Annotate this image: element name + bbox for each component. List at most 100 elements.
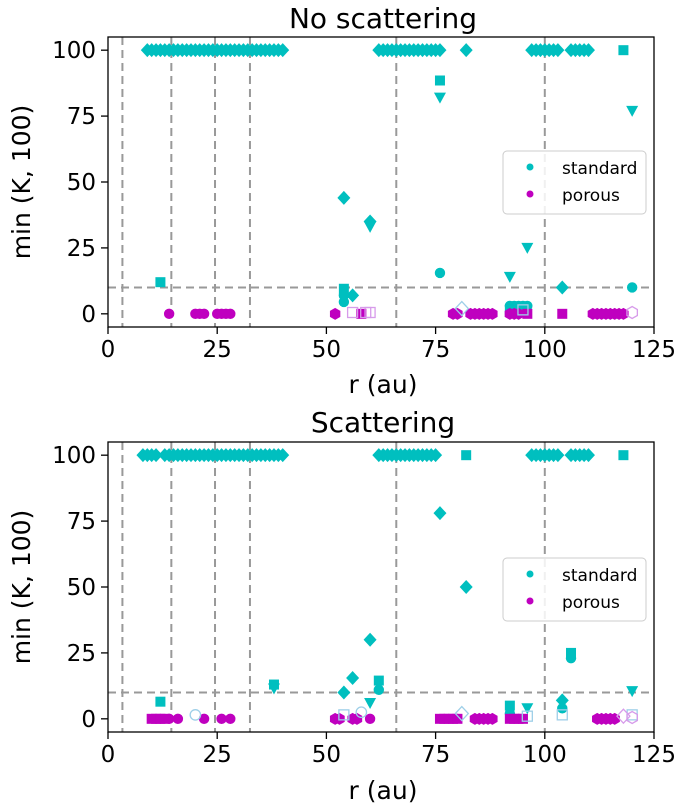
data-point-standard (626, 686, 639, 698)
data-point-open-open (454, 705, 470, 722)
data-point-porous (163, 308, 175, 320)
data-point-porous (198, 713, 210, 725)
data-point-porous (618, 307, 629, 320)
x-tick-label: 50 (312, 742, 341, 768)
data-point-standard (276, 448, 290, 463)
guide-lines (108, 37, 654, 327)
data-point-standard (504, 700, 515, 711)
x-tick-label: 25 (203, 742, 232, 768)
data-point-standard (433, 506, 447, 521)
data-point-standard (364, 698, 377, 709)
data-point-standard (565, 652, 577, 664)
data-point-standard (346, 288, 360, 303)
chart-title: No scattering (289, 2, 477, 35)
x-tick-label: 100 (523, 337, 567, 363)
data-point-standard (338, 283, 349, 294)
x-axis-label: r (au) (349, 370, 418, 399)
y-tick-label: 25 (67, 236, 96, 262)
panel-scattering: Scattering r (au) min (K, 100) 0 25 50 75 10… (7, 406, 676, 805)
data-point-porous (163, 713, 175, 725)
data-point-standard (337, 685, 351, 700)
data-point-standard (433, 92, 446, 104)
legend-box (502, 557, 647, 622)
data-point-standard (555, 280, 569, 295)
data-point-standard (626, 105, 639, 117)
legend-label-standard: standard (562, 566, 637, 586)
data-point-standard (433, 43, 447, 58)
y-axis-label: min (K, 100) (7, 510, 36, 665)
legend-marker-standard (526, 163, 534, 171)
legend-box (502, 150, 647, 215)
data-point-open-open (556, 709, 568, 721)
x-tick-label: 75 (421, 742, 450, 768)
data-point-open-open (517, 304, 529, 316)
x-tick-label: 0 (101, 742, 116, 768)
x-axis-label: r (au) (349, 776, 418, 805)
data-point-open-open (355, 706, 368, 719)
data-point-porous (487, 712, 498, 725)
data-point-standard (618, 450, 629, 461)
data-point-open-open (626, 710, 639, 725)
data-point-standard (149, 448, 163, 463)
y-tick-label: 0 (81, 302, 96, 328)
axis-ticks: 0 25 50 75 100 125 0 25 50 75 100 (52, 38, 676, 363)
data-point-standard (346, 670, 360, 685)
y-tick-label: 75 (67, 104, 96, 130)
data-point-standard (459, 43, 473, 58)
data-point-standard (581, 448, 595, 463)
data-point-standard (566, 647, 577, 658)
data-point-open-open (189, 709, 202, 721)
data-point-standard (364, 221, 377, 233)
data-point-standard (618, 45, 629, 56)
axis-ticks: 0 25 50 75 100 125 0 25 50 75 100 (52, 443, 676, 768)
data-points (136, 448, 639, 725)
data-point-standard (434, 75, 445, 86)
legend-label-porous: porous (562, 593, 620, 613)
panel-no-scattering: No scattering r (au) min (K, 100) 0 25 50 7… (7, 2, 676, 399)
legend: standard porous (502, 150, 647, 215)
data-point-standard (337, 190, 351, 205)
data-point-porous (329, 307, 341, 320)
data-point-standard (338, 296, 350, 308)
data-point-open-open (346, 306, 359, 319)
y-tick-label: 50 (67, 575, 96, 601)
data-point-porous (452, 713, 463, 724)
data-point-porous (487, 307, 498, 320)
data-point-standard (555, 693, 569, 708)
y-tick-label: 100 (52, 38, 96, 64)
data-point-standard (581, 43, 595, 58)
x-tick-label: 25 (203, 337, 232, 363)
data-point-standard (276, 43, 290, 58)
data-point-porous (198, 308, 210, 320)
data-point-porous (216, 713, 227, 725)
data-point-open-open (338, 709, 350, 721)
data-point-open-open (626, 305, 639, 320)
legend-label-porous: porous (562, 186, 620, 206)
x-tick-label: 0 (101, 337, 116, 363)
data-point-standard (373, 684, 385, 696)
y-tick-label: 100 (52, 443, 96, 469)
legend: standard porous (502, 557, 647, 622)
data-point-porous (452, 307, 463, 320)
x-tick-label: 75 (421, 337, 450, 363)
data-point-standard (429, 448, 443, 463)
data-point-standard (459, 580, 473, 594)
data-point-open-open (364, 306, 376, 319)
data-point-standard (155, 696, 166, 707)
x-tick-label: 50 (312, 337, 341, 363)
y-tick-label: 0 (81, 707, 96, 733)
data-point-porous (351, 712, 363, 725)
data-point-porous (225, 713, 236, 725)
data-point-standard (626, 282, 638, 293)
data-point-porous (172, 713, 184, 725)
data-point-standard (521, 703, 534, 715)
y-tick-label: 50 (67, 170, 96, 196)
data-points (140, 43, 639, 320)
data-point-standard (373, 675, 384, 686)
legend-marker-porous (526, 597, 534, 605)
legend-marker-porous (526, 190, 534, 198)
data-point-standard (557, 703, 568, 714)
y-tick-label: 25 (67, 641, 96, 667)
data-point-standard (551, 43, 565, 58)
y-axis-label: min (K, 100) (7, 105, 36, 260)
